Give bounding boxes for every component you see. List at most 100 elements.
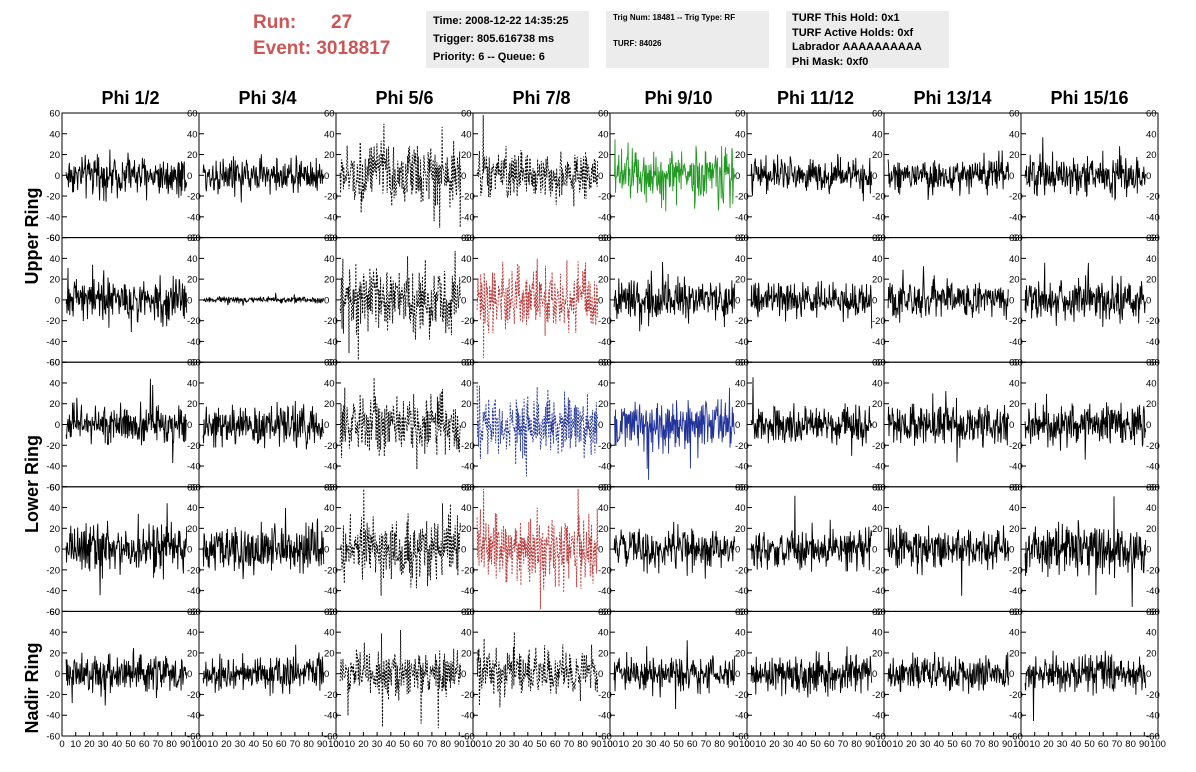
turf-line: TURF: 84026: [613, 39, 662, 48]
waveform-trace: [613, 387, 736, 480]
x-tick-label: 60: [276, 739, 287, 750]
x-tick-label: 40: [386, 739, 397, 750]
x-tick-label: 90: [1139, 739, 1150, 750]
y-tick-label: -60: [735, 732, 749, 743]
y-tick-label: -20: [187, 565, 201, 576]
y-tick-label: 60: [187, 109, 198, 120]
y-tick-label: -20: [1009, 192, 1023, 203]
y-tick-label: -20: [1009, 441, 1023, 452]
y-tick-label: 20: [598, 399, 609, 410]
waveform-trace: [887, 150, 1010, 201]
y-tick-label: 20: [324, 648, 335, 659]
y-tick-label: 20: [1146, 399, 1157, 410]
y-tick-label: 0: [187, 171, 192, 182]
event-value: 3018817: [316, 38, 391, 59]
x-tick-label: 30: [783, 739, 794, 750]
y-tick-label: 20: [598, 648, 609, 659]
y-tick-label: -60: [461, 482, 475, 493]
x-tick-label: 0: [470, 739, 475, 750]
y-tick-label: 40: [1146, 628, 1157, 639]
y-tick-label: 20: [324, 150, 335, 161]
y-tick-label: 60: [324, 607, 335, 618]
y-tick-label: 20: [872, 524, 883, 535]
x-tick-label: 100: [191, 739, 207, 750]
waveform-trace: [65, 149, 188, 202]
y-tick-label: -20: [735, 441, 749, 452]
x-tick-label: 50: [947, 739, 958, 750]
column-title: Phi 3/4: [238, 88, 296, 108]
x-tick-label: 10: [892, 739, 903, 750]
time-line: Time: 2008-12-22 14:35:25: [433, 15, 569, 27]
y-tick-label: -60: [1009, 358, 1023, 369]
y-tick-label: 20: [187, 275, 198, 286]
y-tick-label: 20: [187, 150, 198, 161]
waveform-trace: [1024, 393, 1147, 460]
y-tick-label: 40: [1146, 129, 1157, 140]
time-info-box: Time: 2008-12-22 14:35:25 Trigger: 805.6…: [426, 11, 589, 68]
run-label: Run:: [253, 12, 297, 33]
x-tick-label: 100: [876, 739, 892, 750]
y-tick-label: 40: [461, 503, 472, 514]
y-tick-label: -60: [324, 607, 338, 618]
y-tick-label: -20: [187, 441, 201, 452]
y-tick-label: 40: [461, 254, 472, 265]
x-tick-label: 40: [112, 739, 123, 750]
y-tick-label: -40: [1146, 711, 1160, 722]
trigger-line: Trigger: 805.616738 ms: [433, 33, 555, 45]
y-tick-label: -40: [324, 586, 338, 597]
x-tick-label: 70: [427, 739, 438, 750]
y-tick-label: 40: [1009, 129, 1020, 140]
y-tick-label: 60: [324, 482, 335, 493]
waveform-trace: [887, 524, 1010, 596]
y-tick-label: 0: [1009, 295, 1014, 306]
x-tick-label: 40: [660, 739, 671, 750]
y-tick-label: 40: [187, 503, 198, 514]
y-tick-label: 40: [735, 378, 746, 389]
y-tick-label: -40: [735, 212, 749, 223]
waveform-trace: [887, 651, 1010, 694]
x-tick-label: 70: [838, 739, 849, 750]
y-tick-label: -20: [1009, 316, 1023, 327]
y-tick-label: 20: [461, 399, 472, 410]
y-tick-label: 40: [1009, 378, 1020, 389]
y-tick-label: 0: [872, 420, 877, 431]
y-tick-label: 0: [1146, 669, 1151, 680]
y-tick-label: -20: [461, 192, 475, 203]
x-tick-label: 10: [755, 739, 766, 750]
y-tick-label: 60: [598, 109, 609, 120]
y-tick-label: 20: [735, 648, 746, 659]
ring-label: Lower Ring: [22, 435, 42, 533]
y-tick-label: -20: [46, 565, 60, 576]
y-tick-label: -60: [324, 732, 338, 743]
y-tick-label: -40: [187, 711, 201, 722]
y-tick-label: 40: [872, 254, 883, 265]
y-tick-label: 0: [324, 295, 329, 306]
y-tick-label: 60: [598, 233, 609, 244]
y-tick-label: 20: [461, 275, 472, 286]
waveform-trace: [202, 644, 325, 697]
x-tick-label: 30: [372, 739, 383, 750]
y-tick-label: -20: [461, 565, 475, 576]
y-tick-label: 20: [324, 524, 335, 535]
y-tick-label: 60: [735, 109, 746, 120]
x-tick-label: 60: [687, 739, 698, 750]
y-tick-label: 0: [187, 669, 192, 680]
y-tick-label: 60: [598, 358, 609, 369]
y-tick-label: -40: [324, 462, 338, 473]
y-tick-label: 40: [598, 129, 609, 140]
y-tick-label: 60: [1009, 358, 1020, 369]
waveform-trace: [750, 646, 873, 698]
y-tick-label: -40: [461, 711, 475, 722]
y-tick-label: -60: [1146, 607, 1160, 618]
y-tick-label: 0: [872, 545, 877, 556]
event-label: Event:: [253, 38, 312, 59]
y-tick-label: -60: [46, 358, 60, 369]
y-tick-label: -60: [598, 482, 612, 493]
y-tick-label: 40: [598, 254, 609, 265]
y-tick-label: 40: [1009, 503, 1020, 514]
y-tick-label: -40: [46, 711, 60, 722]
x-tick-label: 30: [920, 739, 931, 750]
x-tick-label: 60: [550, 739, 561, 750]
y-tick-label: 60: [735, 482, 746, 493]
y-tick-label: -40: [1009, 711, 1023, 722]
